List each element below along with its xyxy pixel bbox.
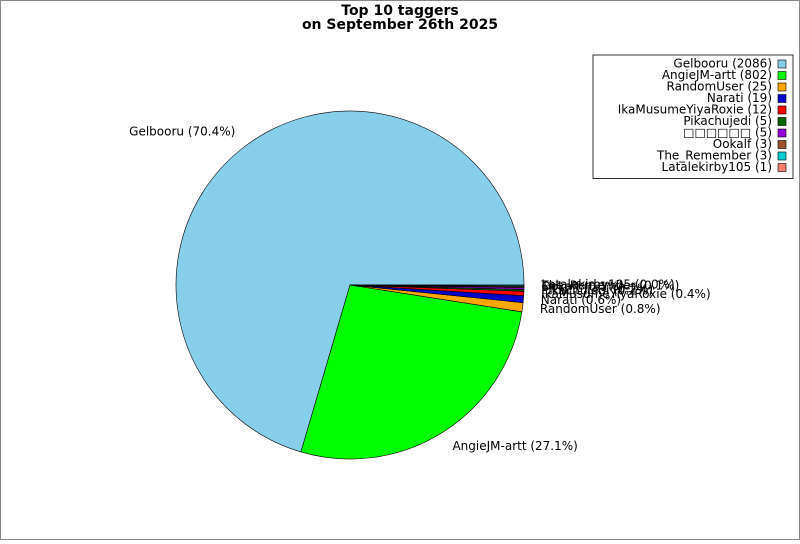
slice-label: AngieJM-artt (27.1%) bbox=[452, 439, 577, 453]
slice-label: Gelbooru (70.4%) bbox=[129, 124, 235, 138]
legend-swatch bbox=[778, 95, 786, 103]
legend-swatch bbox=[778, 152, 786, 160]
legend-swatch bbox=[778, 164, 786, 172]
slice-label: Latalekirby105 (0.0%) bbox=[541, 278, 674, 292]
legend-swatch bbox=[778, 60, 786, 68]
legend-swatch bbox=[778, 118, 786, 126]
legend-swatch bbox=[778, 129, 786, 137]
legend-swatch bbox=[778, 106, 786, 114]
legend-swatch bbox=[778, 72, 786, 80]
legend-swatch bbox=[778, 141, 786, 149]
chart-subtitle: on September 26th 2025 bbox=[302, 17, 498, 33]
legend-label: Latalekirby105 (1) bbox=[662, 160, 772, 174]
legend-swatch bbox=[778, 83, 786, 91]
